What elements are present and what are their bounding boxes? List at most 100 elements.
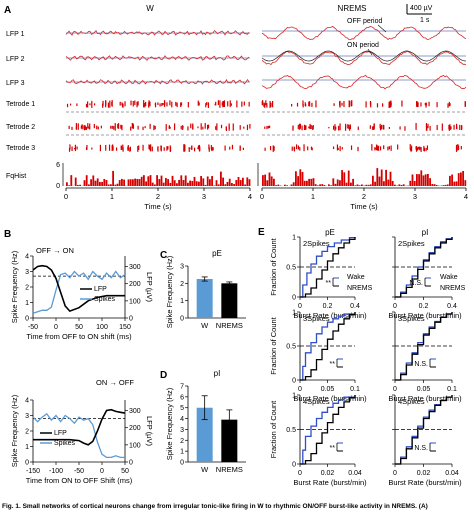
panel-b-top-x-axis-title: Time from OFF to ON shift (ms) [26,332,132,341]
fqhist-nrems-bar [429,178,431,186]
row-label-lfp-2: LFP 2 [6,56,25,63]
on-period-pointer [367,48,373,56]
time-w-tick-label: 4 [248,192,252,201]
panel-e-pi-2spikes-x-tick-label: 0 [393,303,397,310]
panel-d-label: D [160,370,167,381]
fqhist-w-bar [184,175,187,186]
panel-c-bar-nrems [221,283,238,318]
fqhist-w-bar [83,180,86,186]
panel-b-top-left-tick-label: 1 [25,300,29,307]
fqhist-w-bar [105,180,108,186]
fqhist-nrems-bar [380,169,383,186]
fqhist-nrems-bar [314,184,317,186]
panel-e-pi-3spikes-stat-label: N.S. [414,361,428,368]
fqhist-w-bar [239,180,242,186]
panel-e-pe-3spikes-x-tick-label: 0.05 [321,386,335,393]
fqhist-w-bar [248,179,251,186]
panel-e-pe-2spikes-wake-cdf [300,236,356,298]
panel-d-title: pI [214,369,221,378]
fqhist-w-bar [222,177,224,186]
fqhist-w-bar [145,181,147,186]
panel-b-bottom-annotation: ON → OFF [96,378,134,387]
lfp-w-trace [65,55,250,61]
fqhist-w-bar [206,176,209,186]
panel-b-top-right-tick-label: 300 [129,264,141,271]
fqhist-nrems-bar [361,184,363,186]
fqhist-nrems-bar [424,174,427,186]
panel-b-bottom-legend-spikes: Spikes [54,440,76,447]
panel-e-pe-3spikes-y-tick-label: 0 [292,378,296,385]
panel-b-top-x-tick-label: 50 [75,324,83,331]
panel-b-top-x-tick-label: 100 [96,324,108,331]
fqhist-nrems-bar [323,185,326,186]
time-w-tick-label: 2 [156,192,160,201]
panel-d-y-tick-label: 6 [180,394,184,401]
panel-b-top-right-axis-title: LFP (µV) [145,272,154,303]
fqhist-w-bar [151,182,154,186]
row-label-lfp-3: LFP 3 [6,80,25,87]
fqhist-nrems-bar [387,179,390,186]
time-w-tick-label: 3 [202,192,206,201]
fqhist-nrems-bar [275,185,277,186]
panel-d-y-tick-label: 5 [180,405,184,412]
panel-b-bottom-right-tick-label: 300 [129,408,141,415]
condition-w-label: W [146,4,154,13]
panel-e-pe-4spikes-y-tick-label: 0 [292,462,296,469]
fqhist-w-bar [187,182,189,186]
lfp-nrems-trace [261,25,467,41]
panel-e-pe-3spikes-nrems-cdf [300,312,356,381]
fqhist-nrems-bar [383,181,385,186]
panel-b-bottom-left-tick-label: 0 [25,460,29,467]
panel-b-top-right-tick-label: 200 [129,281,141,288]
panel-b-bottom-left-tick-label: 2 [25,429,29,436]
panel-b-top-left-axis-title: Spike Frequency (Hz) [10,250,19,323]
fqhist-w-bar [154,184,156,186]
fqhist-nrems-bar [431,184,434,186]
panel-c-y-tick-label: 0 [180,316,184,323]
off-period-label: OFF period [347,18,383,25]
fqhist-nrems-bar [299,169,302,186]
panel-e-pi-3spikes-nrems-cdf [395,312,453,381]
figure-caption: Fig. 1. Small networks of cortical neuro… [2,503,428,510]
fqhist-nrems-bar [427,173,429,186]
row-label-tetrode-3: Tetrode 3 [6,145,35,152]
fqhist-nrems-bar [301,171,304,186]
panel-e-pe-3spikes-y-tick-label: 0.5 [286,344,296,351]
time-nrems-tick-label: 0 [260,192,264,201]
fqhist-nrems-bar [376,168,379,186]
panel-e-pi-3spikes-title: 3Spikes [398,314,425,323]
fqhist-w-bar [70,175,73,186]
panel-c-bar-w [196,279,213,318]
fqhist-w-bar [147,176,150,186]
panel-e-pe-4spikes-wake-cdf [300,395,356,465]
fqhist-nrems-bar [455,181,458,186]
fqhist-w-bar [121,178,123,186]
fqhist-w-bar [215,180,218,186]
panel-e-x-axis-title-pe: Burst Rate (burst/min) [293,394,367,403]
panel-e-pe-2spikes-title: 2Spikes [303,239,330,248]
panel-d-bar-nrems [221,419,238,462]
panel-e-pe-2spikes-x-tick-label: 0.4 [350,303,360,310]
fqhist-w-bar [140,176,143,186]
fqhist-w-bar [169,182,172,186]
fqhist-w-bar [66,182,68,186]
fqhist-nrems-bar [284,184,286,186]
panel-b-bottom-left-tick-label: 4 [25,398,29,405]
fqhist-nrems-bar [449,175,451,186]
panel-e-x-axis-title-pi: Burst Rate (burst/min) [388,394,462,403]
time-nrems-tick-label: 2 [362,192,366,201]
fqhist-w-bar [94,180,97,186]
fqhist-nrems-bar [374,181,376,186]
time-w-tick-label: 1 [110,192,114,201]
fqhist-w-bar [202,178,205,186]
panel-d-y-tick-label: 4 [180,416,184,423]
fqhist-w-bar [242,177,244,186]
fqhist-w-bar [165,178,167,186]
fqhist-w-bar [198,181,200,186]
fqhist-nrems-bar [328,184,330,186]
panel-e-pe-4spikes-x-tick-label: 0.02 [321,470,335,477]
fqhist-nrems-bar [334,183,337,186]
panel-e-pe-2spikes-y-tick-label: 0.5 [286,265,296,272]
fqhist-nrems-bar [277,184,280,186]
panel-e-pe-4spikes-y-tick-label: 1 [292,393,296,400]
